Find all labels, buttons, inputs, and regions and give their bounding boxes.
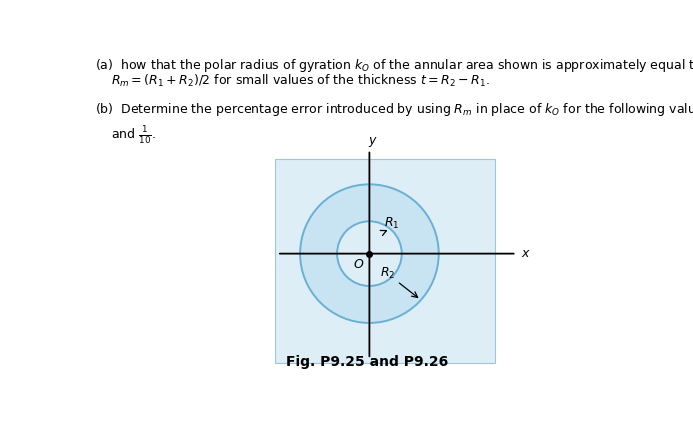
Text: and $\frac{1}{10}$.: and $\frac{1}{10}$. (112, 124, 156, 146)
Text: O: O (353, 258, 363, 271)
Text: $R_m = (R_1 + R_2)/2$ for small values of the thickness $t = R_2 - R_1$.: $R_m = (R_1 + R_2)/2$ for small values o… (112, 73, 491, 89)
Bar (276, 159, 495, 363)
Text: Fig. P9.25 and P9.26: Fig. P9.25 and P9.26 (286, 355, 448, 369)
Text: (a)  how that the polar radius of gyration $k_O$ of the annular area shown is ap: (a) how that the polar radius of gyratio… (94, 57, 693, 74)
Text: $R_1$: $R_1$ (384, 216, 399, 230)
Circle shape (300, 184, 439, 323)
Text: $R_2$: $R_2$ (380, 266, 396, 281)
Text: y: y (369, 134, 376, 147)
Text: x: x (521, 247, 529, 260)
Text: (b)  Determine the percentage error introduced by using $R_m$ in place of $k_O$ : (b) Determine the percentage error intro… (94, 99, 693, 121)
Circle shape (337, 221, 402, 286)
